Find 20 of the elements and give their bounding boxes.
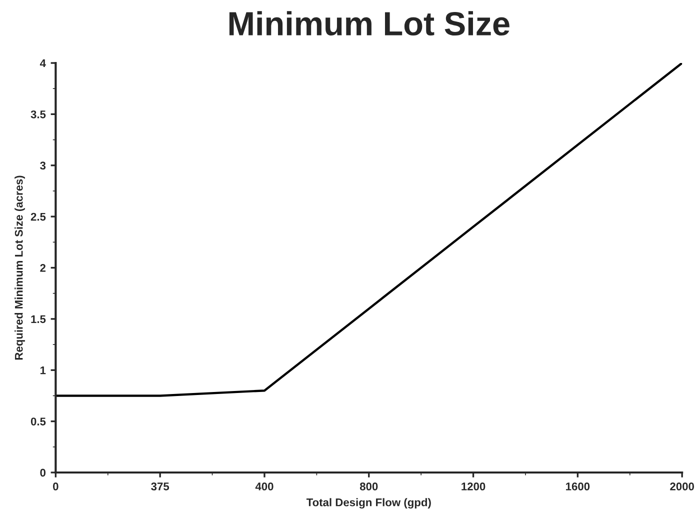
y-tick-label: 1.5 bbox=[31, 315, 46, 324]
x-tick-label: 400 bbox=[255, 482, 274, 490]
y-tick-label: 2.5 bbox=[30, 212, 46, 221]
y-tick-label: 1 bbox=[40, 366, 46, 374]
y-tick-label: 3.5 bbox=[30, 110, 46, 118]
y-tick-label: 2 bbox=[40, 264, 46, 272]
y-tick-label: 0.5 bbox=[30, 418, 46, 426]
y-axis-title: Required Minimum Lot Size (acres) bbox=[14, 176, 25, 360]
y-tick-label: 0 bbox=[40, 468, 46, 477]
x-tick-label: 1600 bbox=[566, 482, 590, 490]
line-series bbox=[56, 63, 682, 397]
x-tick-label: 1200 bbox=[462, 482, 486, 490]
y-tick-label: 4 bbox=[40, 59, 46, 68]
x-tick-label: 2000 bbox=[670, 482, 694, 490]
x-tick-label: 375 bbox=[151, 482, 170, 490]
x-tick-label: 0 bbox=[53, 482, 58, 490]
y-tick-label: 3 bbox=[40, 162, 46, 170]
chart-title: Minimum Lot Size bbox=[229, 11, 510, 36]
x-tick-label: 800 bbox=[360, 482, 378, 490]
x-axis-title: Total Design Flow (gpd) bbox=[306, 498, 431, 509]
